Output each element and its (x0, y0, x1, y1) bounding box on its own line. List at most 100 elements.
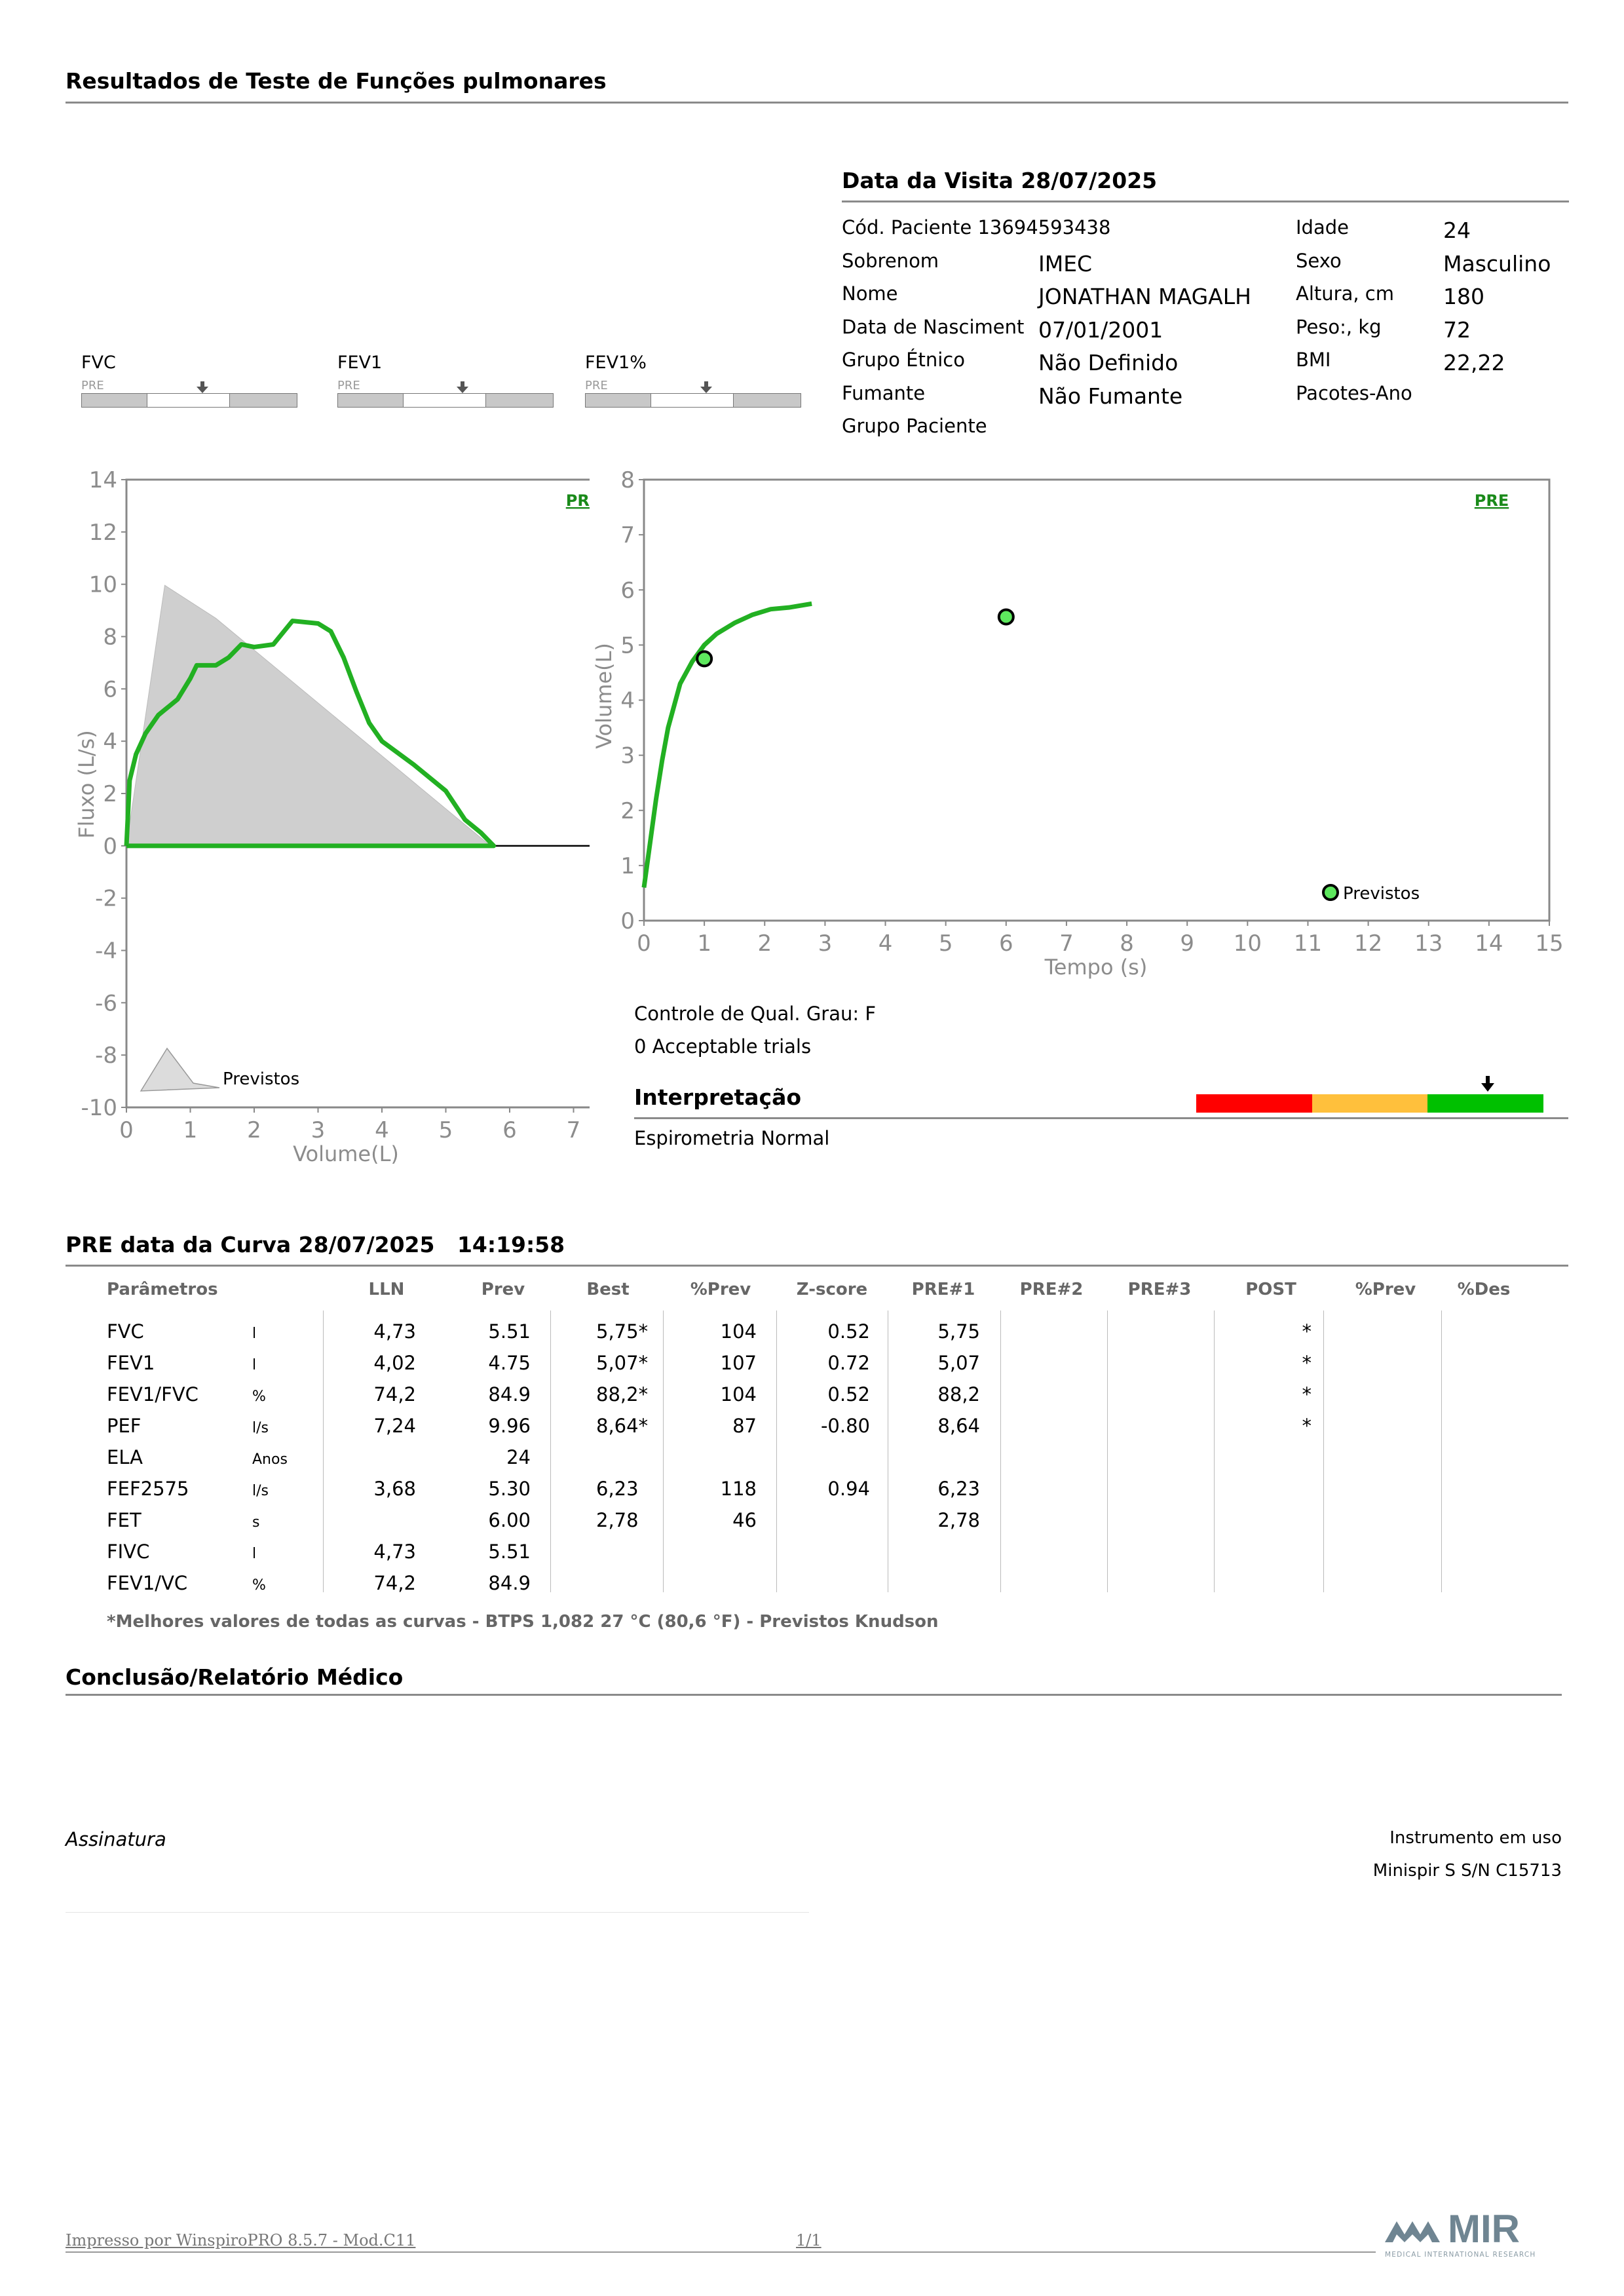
table-row: FEV1 l 4,02 4.75 5,07* 107 0.72 5,07 * (66, 1352, 1568, 1381)
patient-field-value: JONATHAN MAGALH (1038, 284, 1251, 309)
x-tick-label: 9 (1180, 930, 1194, 957)
cell-pprev: 87 (732, 1415, 757, 1437)
cell-pre1: 8,64 (937, 1415, 980, 1437)
footer-page-number: 1/1 (796, 2231, 821, 2249)
table-row: FEF2575 l/s 3,68 5.30 6,23 118 0.94 6,23 (66, 1478, 1568, 1506)
patient-field-label: Grupo Étnico (842, 349, 965, 371)
legend-label: Previstos (223, 1069, 299, 1089)
pre-tag: PRE (1475, 491, 1509, 510)
patient-field-value: IMEC (1038, 250, 1093, 277)
y-tick-label: 2 (103, 781, 117, 807)
patient-field-label: Data de Nasciment (842, 315, 1025, 338)
cell-pprev: 107 (720, 1352, 757, 1374)
cell-param: FEV1 (107, 1352, 155, 1374)
cell-post: * (1302, 1383, 1312, 1406)
mini-bar-marker-icon (700, 381, 712, 393)
cell-pre1: 2,78 (937, 1509, 980, 1531)
x-tick-label: 5 (939, 930, 953, 957)
cell-lln: 4,73 (373, 1540, 416, 1563)
cell-prev: 24 (506, 1446, 531, 1468)
x-tick-label: 13 (1414, 930, 1443, 957)
y-tick-label: 8 (103, 624, 117, 651)
cell-best: 2,78 (596, 1509, 639, 1531)
cell-param: FEV1/FVC (107, 1383, 198, 1406)
y-tick-label: -10 (81, 1095, 117, 1121)
y-axis-label: Fluxo (L/s) (74, 730, 99, 839)
column-header: PRE#1 (911, 1280, 975, 1299)
x-axis-label: Volume(L) (293, 1141, 399, 1166)
visit-divider (842, 201, 1569, 202)
cell-pprev: 118 (720, 1478, 757, 1500)
conclusion-title: Conclusão/Relatório Médico (66, 1664, 404, 1690)
mini-bar-label: FEV1% (585, 353, 647, 373)
mini-bar-label: FVC (81, 353, 116, 373)
curve-series (124, 619, 497, 849)
patient-field-value: 180 (1443, 284, 1484, 309)
cell-param: FIVC (107, 1540, 150, 1563)
cell-param: ELA (107, 1446, 143, 1468)
cell-post: * (1302, 1320, 1312, 1343)
patient-field-label: Cód. Paciente 13694593438 (842, 216, 1111, 239)
y-tick-label: 5 (620, 632, 635, 659)
cell-lln: 4,73 (373, 1320, 416, 1343)
instrument-label: Instrumento em uso (1389, 1828, 1562, 1848)
predicted-point (997, 608, 1015, 626)
cell-z: -0.80 (820, 1415, 870, 1437)
visit-title: Data da Visita 28/07/2025 (842, 168, 1158, 193)
cell-prev: 84.9 (488, 1572, 531, 1594)
cell-unit: l (252, 1326, 257, 1342)
patient-field-value: Masculino (1443, 250, 1551, 277)
mini-bar-track (337, 393, 554, 408)
cell-prev: 84.9 (488, 1383, 531, 1406)
column-header: Parâmetros (107, 1280, 218, 1299)
cell-z: 0.72 (827, 1352, 870, 1374)
column-separator (550, 1311, 551, 1592)
patient-field-label: Peso:, kg (1296, 315, 1382, 338)
cell-lln: 7,24 (373, 1415, 416, 1437)
column-separator (1107, 1311, 1108, 1592)
cell-unit: s (252, 1514, 260, 1531)
mini-bar-high (733, 393, 801, 408)
y-tick-label: 6 (103, 676, 117, 702)
column-separator (1441, 1311, 1442, 1592)
cell-post: * (1302, 1352, 1312, 1374)
scale-segment (1196, 1094, 1312, 1113)
y-tick-label: -4 (95, 938, 117, 965)
x-tick-label: 5 (439, 1117, 453, 1143)
mini-bar-high (229, 393, 297, 408)
mini-bar-normal (651, 393, 734, 408)
cell-unit: l (252, 1546, 257, 1562)
y-tick-label: 4 (103, 729, 117, 755)
cell-lln: 74,2 (373, 1572, 416, 1594)
cell-lln: 74,2 (373, 1383, 416, 1406)
mini-bar-1: FVC PRE (81, 353, 297, 411)
column-separator (776, 1311, 777, 1592)
x-tick-label: 7 (567, 1117, 581, 1143)
x-tick-label: 4 (878, 930, 893, 957)
cell-prev: 9.96 (488, 1415, 531, 1437)
mini-bar-low (81, 393, 148, 408)
mini-bar-track (81, 393, 297, 408)
y-tick-label: 3 (620, 743, 635, 769)
column-header: %Prev (690, 1280, 751, 1299)
x-tick-label: 14 (1475, 930, 1503, 957)
cell-best: 5,07* (596, 1352, 649, 1374)
column-separator (1323, 1311, 1324, 1592)
cell-pprev: 104 (720, 1320, 757, 1343)
cell-param: FEF2575 (107, 1478, 189, 1500)
cell-prev: 5.51 (488, 1540, 531, 1563)
mir-logo-text: MIR (1448, 2207, 1520, 2251)
mini-bar-low (585, 393, 652, 408)
mini-bar-sub: PRE (585, 379, 608, 392)
patient-field-label: Fumante (842, 381, 926, 404)
cell-param: PEF (107, 1415, 142, 1437)
patient-field-label: Altura, cm (1296, 282, 1394, 305)
cell-prev: 4.75 (488, 1352, 531, 1374)
legend-label: Previstos (1343, 884, 1420, 904)
mini-bar-2: FEV1 PRE (337, 353, 554, 411)
column-header: %Des (1457, 1280, 1511, 1299)
patient-field-value: 72 (1443, 316, 1471, 343)
pre-tag: PRE (566, 491, 590, 510)
cell-prev: 5.51 (488, 1320, 531, 1343)
predicted-point (696, 650, 713, 668)
